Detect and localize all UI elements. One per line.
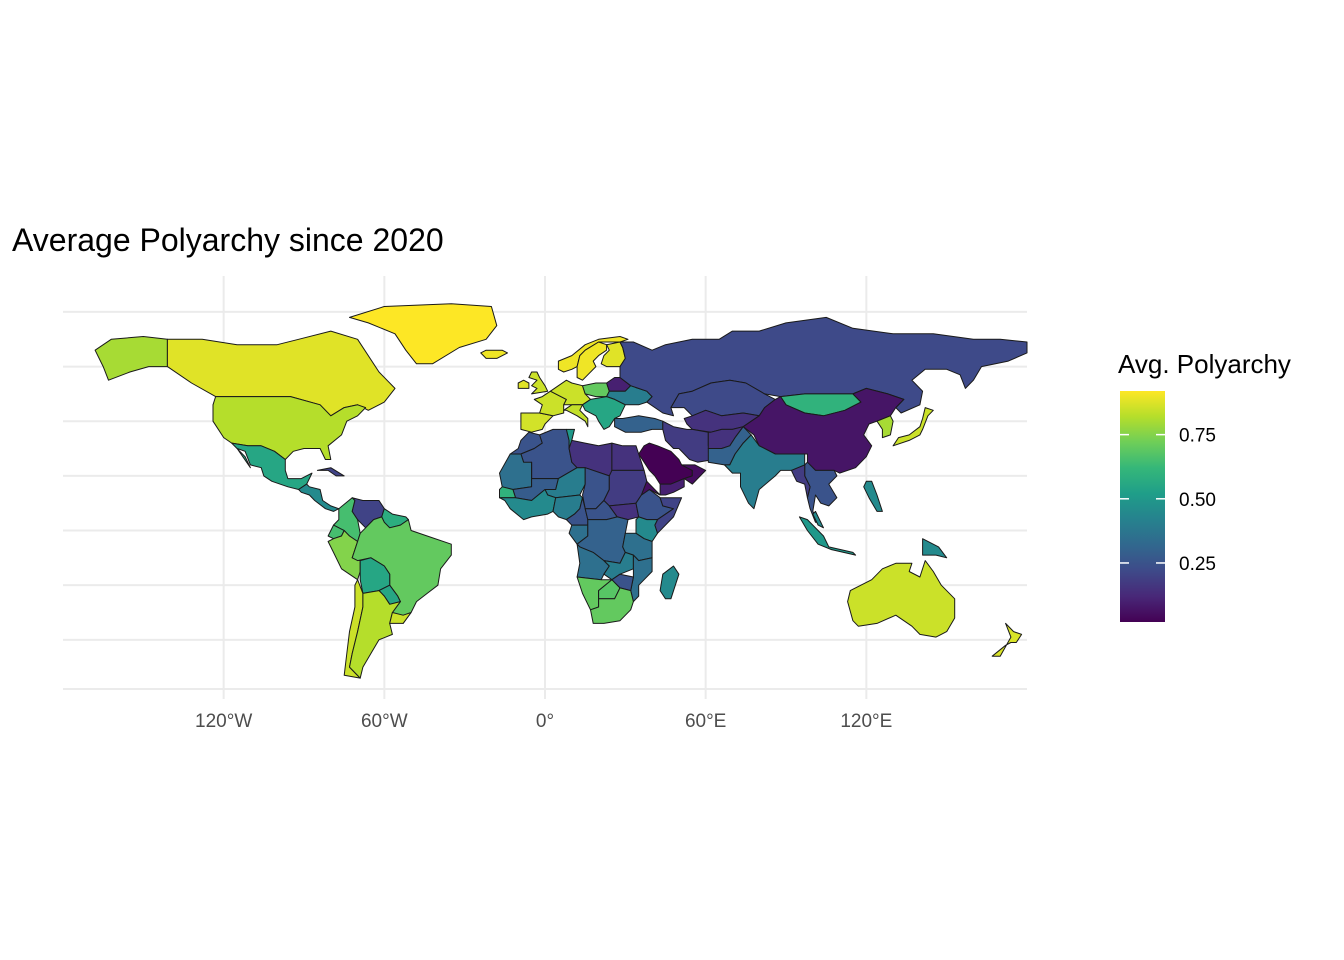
region-papua-new-guinea bbox=[922, 538, 948, 559]
region-korea bbox=[876, 415, 894, 439]
region-russia bbox=[619, 316, 1028, 417]
region-alaska bbox=[94, 336, 168, 381]
region-japan bbox=[892, 407, 934, 447]
region-philippines bbox=[863, 480, 883, 512]
region-mozambique bbox=[630, 554, 653, 603]
region-greenland bbox=[349, 303, 498, 365]
x-tick-label: 60°W bbox=[361, 711, 408, 732]
region-new-zealand bbox=[991, 622, 1023, 657]
region-senegal bbox=[499, 486, 516, 499]
map-countries bbox=[94, 303, 1028, 679]
region-iran bbox=[662, 420, 715, 463]
legend-colorbar bbox=[1120, 391, 1165, 622]
region-arabian-gulf bbox=[681, 464, 707, 485]
region-south-africa bbox=[590, 587, 634, 624]
region-united-kingdom bbox=[528, 371, 549, 395]
region-south-sudan bbox=[608, 502, 640, 521]
region-yemen bbox=[659, 478, 685, 496]
region-italy bbox=[563, 404, 589, 428]
region-zimbabwe bbox=[611, 573, 634, 592]
x-tick-label: 0° bbox=[536, 711, 554, 732]
region-australia bbox=[847, 560, 956, 638]
region-poland bbox=[582, 382, 610, 398]
region-turkey bbox=[614, 415, 664, 433]
x-tick-label: 60°E bbox=[685, 711, 726, 732]
legend-tick-label: 0.50 bbox=[1179, 490, 1216, 511]
region-ireland bbox=[517, 379, 530, 389]
legend-tick-label: 0.25 bbox=[1179, 554, 1216, 575]
region-uruguay bbox=[389, 612, 412, 624]
region-iceland bbox=[480, 349, 508, 359]
region-madagascar bbox=[659, 565, 680, 600]
x-axis-ticks: 120°W 60°W 0° 60°E 120°E bbox=[195, 711, 892, 732]
legend-tick-label: 0.75 bbox=[1179, 426, 1216, 447]
region-kenya bbox=[635, 516, 658, 542]
region-central-america bbox=[298, 483, 340, 512]
region-zambia bbox=[603, 551, 634, 581]
region-cuba bbox=[316, 467, 345, 477]
region-eritrea bbox=[640, 480, 661, 496]
region-egypt bbox=[611, 442, 645, 471]
legend-title: Avg. Polyarchy bbox=[1118, 349, 1291, 379]
region-iberia bbox=[520, 412, 554, 433]
region-sweden bbox=[576, 341, 608, 381]
region-mainland-southeast-asia bbox=[804, 461, 838, 523]
chart-title: Average Polyarchy since 2020 bbox=[12, 222, 444, 258]
region-argentina bbox=[349, 590, 401, 679]
region-myanmar bbox=[790, 464, 811, 499]
color-legend: Avg. Polyarchy 0.25 0.50 0.75 bbox=[1118, 349, 1291, 622]
region-malaysia bbox=[812, 510, 824, 529]
x-tick-label: 120°W bbox=[195, 711, 252, 732]
x-tick-label: 120°E bbox=[840, 711, 892, 732]
region-indonesia bbox=[798, 516, 857, 556]
